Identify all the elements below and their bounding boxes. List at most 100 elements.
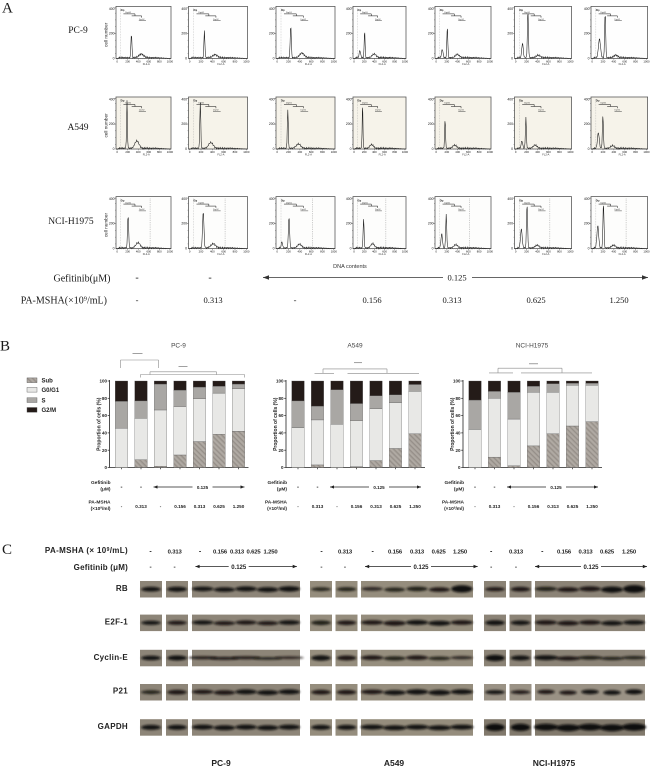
svg-text:600: 600	[221, 59, 226, 63]
svg-text:Dip: Dip	[121, 10, 125, 12]
svg-text:200: 200	[346, 31, 352, 35]
svg-text:A549: A549	[67, 123, 88, 133]
svg-text:DipG1: DipG1	[445, 12, 452, 14]
svg-text:200: 200	[445, 250, 450, 254]
svg-text:200: 200	[445, 150, 450, 154]
svg-text:FL2-A: FL2-A	[462, 153, 469, 157]
svg-text:DipG2: DipG2	[213, 109, 220, 111]
svg-text:0: 0	[435, 250, 437, 254]
svg-text:0: 0	[113, 147, 115, 151]
svg-text:-: -	[515, 564, 517, 571]
svg-text:-: -	[135, 273, 138, 284]
svg-text:1.250: 1.250	[609, 295, 628, 305]
svg-text:Proportion of cells (%): Proportion of cells (%)	[450, 397, 456, 451]
svg-text:0.313: 0.313	[410, 550, 425, 556]
svg-text:FL2-A: FL2-A	[542, 62, 549, 66]
svg-text:FL2-A: FL2-A	[305, 252, 312, 256]
svg-text:400: 400	[372, 59, 377, 63]
svg-text:600: 600	[309, 250, 314, 254]
svg-text:-: -	[136, 295, 139, 305]
svg-text:FL2-A: FL2-A	[462, 62, 469, 66]
svg-text:(μM): (μM)	[100, 487, 111, 493]
svg-text:800: 800	[557, 59, 562, 63]
svg-text:400: 400	[210, 59, 215, 63]
svg-text:600: 600	[382, 59, 387, 63]
svg-text:400: 400	[346, 98, 352, 102]
svg-text:0: 0	[458, 465, 461, 470]
svg-text:0: 0	[515, 150, 517, 154]
svg-text:(×109/ml): (×109/ml)	[91, 506, 111, 513]
svg-text:A: A	[2, 1, 13, 17]
svg-text:60: 60	[278, 413, 284, 418]
svg-text:200: 200	[286, 150, 291, 154]
svg-text:Dip: Dip	[596, 10, 600, 12]
svg-text:-: -	[160, 504, 162, 509]
svg-text:800: 800	[392, 150, 397, 154]
svg-text:NCI-H1975: NCI-H1975	[48, 217, 94, 227]
svg-text:A549: A549	[347, 343, 363, 350]
svg-text:Gefitinib: Gefitinib	[91, 480, 111, 486]
svg-text:600: 600	[221, 150, 226, 154]
svg-text:200: 200	[584, 122, 590, 126]
svg-text:0: 0	[273, 56, 275, 60]
svg-text:1000: 1000	[567, 250, 574, 254]
svg-text:800: 800	[633, 150, 638, 154]
svg-text:-: -	[297, 485, 299, 491]
svg-text:800: 800	[157, 59, 162, 63]
svg-text:200: 200	[584, 222, 590, 226]
svg-text:0: 0	[515, 250, 517, 254]
svg-text:0: 0	[276, 250, 278, 254]
svg-text:1.250: 1.250	[409, 504, 421, 509]
svg-text:-: -	[490, 564, 492, 571]
svg-text:0: 0	[116, 150, 118, 154]
svg-text:1000: 1000	[487, 59, 494, 63]
svg-text:0.156: 0.156	[213, 550, 228, 556]
svg-text:600: 600	[546, 59, 551, 63]
svg-text:1000: 1000	[331, 250, 338, 254]
svg-text:DipG1: DipG1	[286, 103, 293, 105]
svg-text:0.313: 0.313	[203, 295, 222, 305]
svg-text:600: 600	[466, 250, 471, 254]
svg-text:600: 600	[466, 150, 471, 154]
svg-text:80: 80	[102, 396, 108, 401]
svg-text:0: 0	[113, 56, 115, 60]
svg-text:1000: 1000	[331, 59, 338, 63]
svg-text:200: 200	[286, 59, 291, 63]
svg-text:1.250: 1.250	[586, 504, 598, 509]
svg-text:Dip: Dip	[281, 101, 285, 103]
svg-text:-: -	[199, 549, 202, 556]
svg-text:1000: 1000	[243, 150, 250, 154]
svg-text:600: 600	[382, 250, 387, 254]
svg-text:cell number: cell number	[104, 113, 109, 138]
svg-text:DipG2: DipG2	[375, 19, 382, 21]
svg-text:200: 200	[428, 222, 434, 226]
svg-text:DipG1: DipG1	[601, 103, 608, 105]
svg-text:0: 0	[588, 247, 590, 251]
svg-text:-: -	[372, 549, 375, 556]
svg-text:600: 600	[622, 250, 627, 254]
svg-text:200: 200	[584, 31, 590, 35]
svg-text:cell number: cell number	[104, 212, 109, 237]
svg-text:0: 0	[353, 59, 355, 63]
svg-text:0.313: 0.313	[168, 550, 183, 556]
svg-text:DipG1: DipG1	[125, 202, 132, 204]
svg-text:0.156: 0.156	[557, 550, 572, 556]
svg-text:200: 200	[362, 250, 367, 254]
svg-text:80: 80	[278, 396, 284, 401]
svg-text:FL2-A: FL2-A	[143, 252, 150, 256]
svg-text:0: 0	[350, 247, 352, 251]
svg-text:100: 100	[276, 379, 284, 384]
svg-text:0: 0	[432, 147, 434, 151]
svg-text:0: 0	[189, 59, 191, 63]
svg-text:DipG1: DipG1	[362, 202, 369, 204]
svg-text:200: 200	[346, 222, 352, 226]
svg-text:600: 600	[221, 250, 226, 254]
svg-text:-: -	[541, 549, 544, 556]
svg-text:1000: 1000	[643, 150, 650, 154]
svg-text:P21: P21	[113, 687, 128, 696]
svg-text:400: 400	[109, 7, 115, 11]
svg-text:800: 800	[557, 250, 562, 254]
svg-text:200: 200	[362, 59, 367, 63]
svg-text:1000: 1000	[243, 59, 250, 63]
svg-text:NCI-H1975: NCI-H1975	[516, 343, 549, 350]
